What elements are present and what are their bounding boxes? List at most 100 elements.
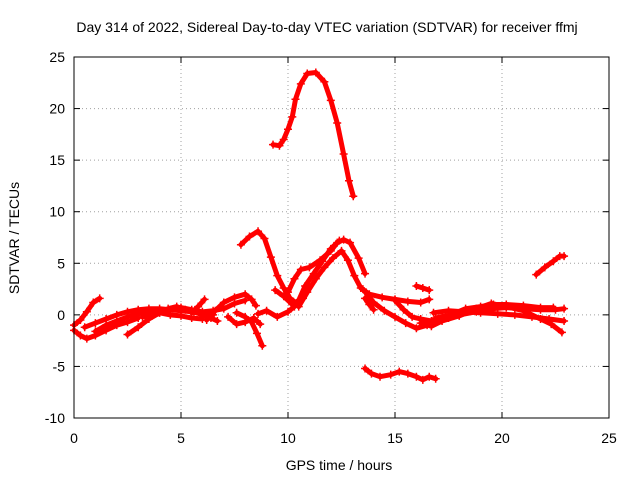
data-point-marker	[194, 302, 203, 311]
data-point-marker	[391, 312, 399, 321]
data-point-marker	[560, 304, 569, 313]
data-point-marker	[251, 301, 260, 310]
data-point-marker	[540, 263, 549, 272]
y-tick-label: -10	[45, 410, 65, 426]
data-point-marker	[260, 234, 269, 243]
data-point-marker	[241, 290, 250, 299]
data-point-marker	[339, 149, 348, 158]
x-tick-label: 10	[280, 430, 296, 446]
data-point-marker	[446, 310, 455, 319]
data-point-marker	[386, 370, 395, 379]
data-point-marker	[425, 295, 434, 304]
data-point-marker	[273, 271, 282, 280]
data-point-marker	[361, 294, 370, 303]
data-point-marker	[271, 286, 280, 295]
data-point-marker	[412, 324, 421, 333]
x-tick-label: 20	[494, 430, 510, 446]
data-point-marker	[412, 281, 421, 290]
data-point-marker	[252, 329, 261, 338]
data-point-marker	[284, 288, 292, 297]
data-point-marker	[354, 254, 363, 263]
data-point-marker	[344, 176, 353, 185]
data-point-marker	[416, 319, 425, 328]
data-point-marker	[80, 323, 89, 332]
data-point-marker	[358, 285, 367, 294]
data-point-marker	[181, 305, 190, 314]
data-point-marker	[279, 292, 288, 301]
data-point-marker	[275, 141, 284, 150]
data-point-marker	[326, 96, 335, 105]
data-point-marker	[232, 320, 241, 329]
data-point-marker	[320, 263, 329, 272]
data-point-marker	[408, 312, 417, 321]
data-point-marker	[279, 284, 288, 293]
data-point-marker	[493, 309, 502, 318]
data-point-marker	[560, 317, 569, 326]
data-point-marker	[429, 308, 438, 317]
data-point-marker	[172, 302, 181, 311]
series-arc-15	[269, 68, 358, 201]
data-point-marker	[378, 293, 387, 302]
series-arc-22	[361, 294, 378, 314]
plot-frame	[73, 56, 610, 419]
data-point-marker	[232, 308, 241, 317]
data-point-marker	[177, 311, 185, 320]
data-point-marker	[316, 256, 325, 265]
series-line	[140, 304, 220, 324]
data-point-marker	[273, 312, 282, 321]
data-point-marker	[349, 192, 358, 201]
data-point-marker	[337, 246, 346, 255]
data-point-marker	[134, 309, 143, 318]
series-arc-13	[284, 235, 370, 297]
data-point-marker	[198, 310, 207, 319]
data-point-marker	[431, 374, 440, 383]
series-line	[362, 366, 439, 383]
data-point-marker	[211, 306, 220, 315]
data-point-marker	[241, 312, 250, 321]
data-point-marker	[401, 319, 410, 328]
data-point-marker	[284, 125, 292, 134]
data-point-marker	[519, 301, 528, 310]
data-point-marker	[333, 119, 342, 128]
data-point-marker	[254, 227, 263, 236]
data-point-marker	[510, 310, 519, 319]
data-point-marker	[164, 304, 173, 313]
data-point-marker	[91, 327, 100, 336]
data-point-marker	[138, 312, 147, 321]
data-point-marker	[403, 369, 412, 378]
series-arc-09	[232, 308, 267, 350]
data-point-marker	[412, 372, 421, 381]
y-tick-label: 10	[49, 204, 65, 220]
data-point-marker	[296, 79, 305, 88]
data-point-marker	[416, 298, 425, 307]
data-point-marker	[254, 309, 263, 318]
data-point-marker	[320, 77, 329, 86]
data-point-marker	[112, 317, 121, 326]
y-tick-label: 0	[57, 307, 65, 323]
data-point-marker	[395, 367, 404, 376]
y-axis-label: SDTVAR / TECUs	[6, 182, 22, 294]
y-tick-label: 25	[49, 49, 65, 65]
data-point-marker	[339, 235, 348, 244]
data-point-marker	[476, 302, 485, 311]
data-point-marker	[549, 257, 558, 266]
data-point-marker	[291, 95, 300, 104]
plot-series	[70, 68, 569, 384]
data-point-marker	[311, 68, 320, 77]
data-point-marker	[213, 317, 222, 326]
data-point-marker	[367, 369, 376, 378]
data-point-marker	[102, 321, 111, 330]
data-point-marker	[82, 334, 91, 343]
data-point-marker	[247, 318, 256, 327]
data-point-marker	[296, 265, 305, 274]
data-point-marker	[303, 69, 312, 78]
data-point-marker	[294, 302, 303, 311]
data-point-marker	[369, 305, 378, 314]
series-arc-24	[361, 364, 440, 384]
grid	[74, 57, 609, 418]
x-tick-label: 15	[387, 430, 403, 446]
series-arc-02	[70, 294, 104, 330]
data-point-marker	[200, 295, 209, 304]
data-point-marker	[249, 313, 258, 322]
